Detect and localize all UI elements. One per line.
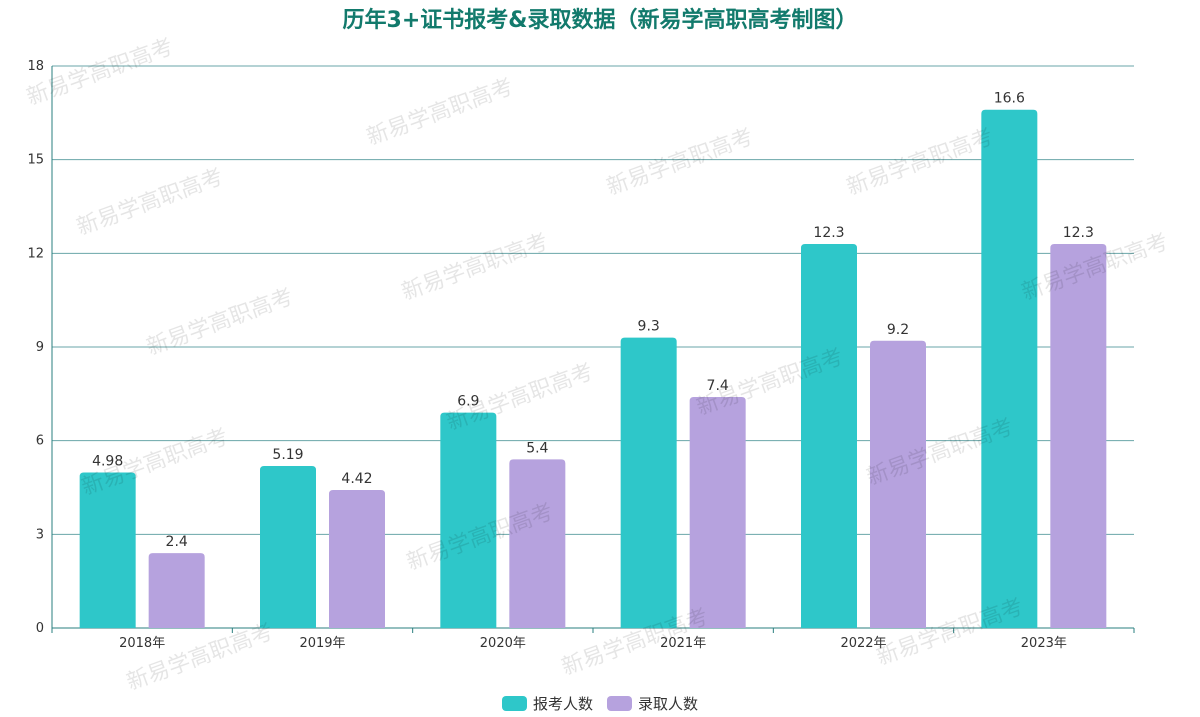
x-tick-label: 2021年: [660, 636, 706, 651]
data-label: 4.98: [92, 454, 123, 470]
x-tick-label: 2020年: [480, 636, 526, 651]
y-tick-label: 9: [36, 340, 44, 355]
bar: [440, 412, 497, 628]
legend-swatch: [501, 696, 527, 711]
bar: [79, 472, 136, 628]
y-tick-label: 3: [36, 527, 44, 542]
y-tick-label: 18: [27, 59, 44, 74]
bar: [689, 396, 746, 628]
data-label: 12.3: [1063, 225, 1094, 241]
x-tick-label: 2018年: [119, 636, 165, 651]
data-label: 9.3: [638, 319, 660, 335]
bar: [981, 109, 1038, 628]
watermark: 新易学高职高考: [604, 124, 757, 200]
legend-label: 报考人数: [532, 695, 593, 713]
legend-item-applicants[interactable]: 报考人数: [501, 693, 593, 714]
data-label: 2.4: [166, 534, 188, 550]
watermark: 新易学高职高考: [124, 619, 277, 695]
data-label: 5.19: [272, 447, 303, 463]
y-tick-label: 6: [36, 434, 44, 449]
data-label: 5.4: [526, 440, 548, 456]
bar: [1050, 243, 1107, 628]
data-label: 9.2: [887, 322, 909, 338]
legend-label: 录取人数: [638, 695, 699, 713]
x-tick-label: 2019年: [299, 636, 345, 651]
bar: [329, 489, 385, 628]
legend: 报考人数 录取人数: [0, 693, 1200, 714]
legend-swatch: [607, 696, 632, 711]
y-tick-label: 15: [27, 153, 44, 168]
y-tick-label: 0: [36, 621, 44, 636]
bar: [870, 340, 926, 628]
bar: [620, 337, 677, 628]
data-label: 16.6: [994, 91, 1025, 107]
bar: [801, 243, 857, 628]
watermark: 新易学高职高考: [74, 164, 227, 240]
data-label: 4.42: [341, 471, 372, 487]
y-tick-label: 12: [27, 246, 44, 261]
watermark: 新易学高职高考: [24, 34, 177, 110]
watermark: 新易学高职高考: [844, 124, 997, 200]
watermark: 新易学高职高考: [144, 284, 297, 360]
bar: [148, 553, 205, 628]
data-label: 7.4: [707, 378, 729, 394]
chart-title: 历年3+证书报考&录取数据（新易学高职高考制图）: [342, 8, 858, 33]
watermark: 新易学高职高考: [399, 229, 552, 305]
bar: [509, 459, 566, 628]
legend-item-admitted[interactable]: 录取人数: [607, 693, 698, 714]
x-tick-label: 2023年: [1021, 636, 1067, 651]
x-tick-label: 2022年: [840, 636, 886, 651]
bar: [260, 465, 316, 628]
watermark: 新易学高职高考: [364, 74, 517, 150]
data-label: 6.9: [457, 394, 479, 410]
data-label: 12.3: [813, 225, 844, 241]
